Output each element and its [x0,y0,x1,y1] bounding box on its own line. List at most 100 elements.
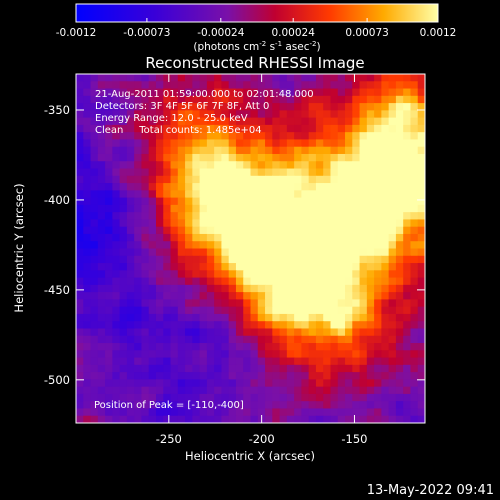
heatmap-pixel [221,350,230,359]
heatmap-pixel [395,124,404,133]
heatmap-pixel [206,103,215,111]
heatmap-pixel [170,95,179,104]
heatmap-pixel [250,313,259,322]
colorbar-tick-label: 0.0012 [420,27,457,39]
heatmap-pixel [294,212,302,221]
heatmap-pixel [286,226,295,235]
heatmap-pixel [126,175,135,184]
heatmap-pixel [403,350,412,359]
heatmap-pixel [221,401,230,410]
heatmap-pixel [359,175,368,184]
heatmap-pixel [337,241,346,250]
heatmap-pixel [141,248,150,257]
heatmap-pixel [163,255,172,264]
heatmap-pixel [286,183,295,191]
heatmap-pixel [83,343,92,351]
heatmap-pixel [272,263,281,271]
heatmap-pixel [395,277,404,286]
heatmap-pixel [315,212,324,221]
heatmap-pixel [403,139,412,148]
heatmap-pixel [272,153,281,162]
heatmap-pixel [221,190,230,199]
heatmap-pixel [308,212,317,221]
heatmap-pixel [257,270,266,279]
heatmap-pixel [170,161,179,170]
heatmap-pixel [279,168,288,177]
heatmap-pixel [76,81,84,90]
heatmap-image [76,74,425,423]
heatmap-pixel [257,284,266,293]
heatmap-pixel [134,241,143,250]
heatmap-pixel [352,277,361,286]
heatmap-pixel [105,299,113,308]
heatmap-pixel [395,226,404,235]
heatmap-pixel [359,321,368,330]
heatmap-pixel [134,95,143,104]
heatmap-pixel [359,343,368,351]
heatmap-pixel [192,372,201,380]
heatmap-pixel [381,132,390,141]
heatmap-pixel [163,415,172,423]
heatmap-pixel [294,357,302,366]
heatmap-pixel [410,197,419,206]
heatmap-pixel [352,168,361,177]
heatmap-pixel [345,241,353,250]
heatmap-pixel [221,408,230,417]
heatmap-pixel [214,277,223,286]
heatmap-pixel [126,212,135,221]
heatmap-pixel [126,233,135,242]
heatmap-pixel [192,103,201,111]
heatmap-pixel [199,88,208,97]
heatmap-pixel [257,233,266,242]
heatmap-pixel [163,321,172,330]
heatmap-pixel [206,219,215,228]
heatmap-pixel [417,212,425,221]
heatmap-pixel [105,175,113,184]
heatmap-pixel [250,350,259,359]
heatmap-pixel [192,139,201,148]
heatmap-pixel [286,81,295,90]
heatmap-pixel [395,343,404,351]
heatmap-pixel [286,88,295,97]
heatmap-pixel [119,328,128,337]
plot-frame [75,73,426,424]
heatmap-pixel [308,415,317,423]
heatmap-pixel [301,95,310,104]
heatmap-pixel [199,393,208,402]
heatmap-pixel [214,103,223,111]
heatmap-pixel [388,139,397,148]
heatmap-pixel [155,343,164,351]
heatmap-pixel [83,248,92,257]
heatmap-pixel [105,306,113,315]
heatmap-pixel [192,204,201,213]
heatmap-pixel [76,132,84,141]
heatmap-pixel [395,81,404,90]
heatmap-pixel [76,183,84,191]
heatmap-pixel [286,212,295,221]
heatmap-pixel [417,372,425,380]
heatmap-pixel [410,146,419,155]
heatmap-pixel [206,95,215,104]
heatmap-pixel [308,306,317,315]
heatmap-pixel [345,248,353,257]
heatmap-pixel [155,175,164,184]
heatmap-pixel [330,153,339,162]
heatmap-pixel [294,379,302,388]
heatmap-pixel [141,401,150,410]
heatmap-pixel [337,153,346,162]
heatmap-pixel [265,132,273,141]
heatmap-pixel [134,401,143,410]
heatmap-pixel [243,313,252,322]
heatmap-pixel [410,313,419,322]
heatmap-pixel [235,313,244,322]
heatmap-pixel [286,204,295,213]
heatmap-pixel [279,117,288,126]
heatmap-pixel [170,415,179,423]
heatmap-pixel [199,292,208,300]
heatmap-pixel [141,212,150,221]
heatmap-pixel [90,219,99,228]
heatmap-pixel [381,183,390,191]
heatmap-pixel [235,197,244,206]
heatmap-pixel [315,379,324,388]
heatmap-pixel [141,328,150,337]
